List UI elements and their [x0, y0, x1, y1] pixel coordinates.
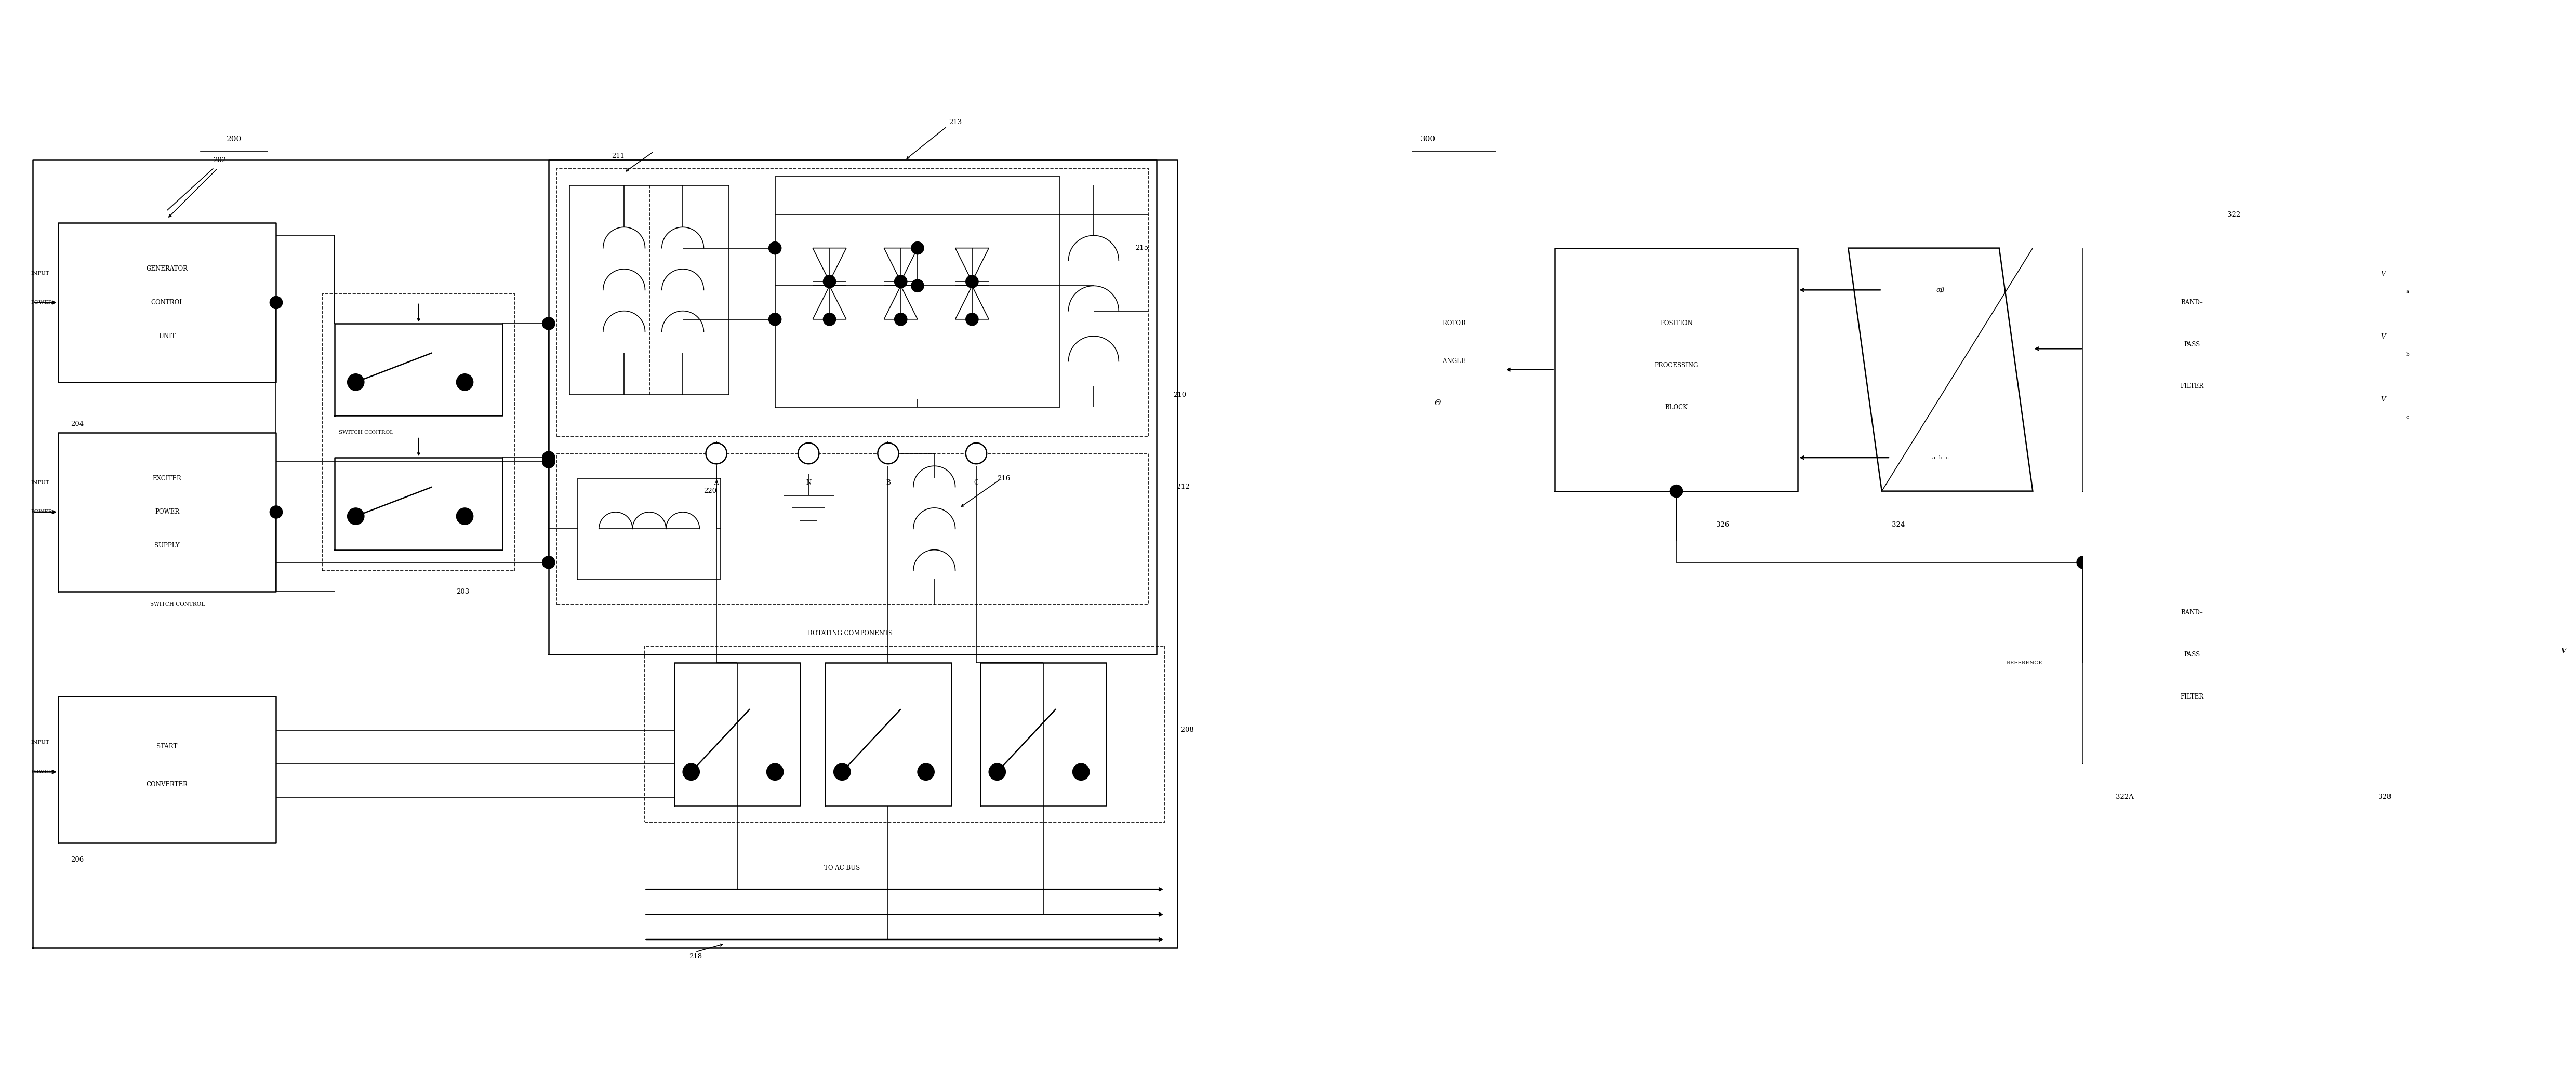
- Text: c: c: [2406, 415, 2409, 420]
- Text: B: B: [886, 479, 891, 486]
- Text: INPUT: INPUT: [31, 480, 49, 485]
- Text: 326: 326: [1716, 522, 1728, 528]
- Text: A: A: [714, 479, 719, 486]
- Circle shape: [270, 505, 283, 518]
- Text: ROTOR: ROTOR: [1443, 320, 1466, 327]
- Text: TO AC BUS: TO AC BUS: [824, 865, 860, 872]
- Text: 300: 300: [1419, 136, 1435, 142]
- Text: POWER: POWER: [31, 300, 52, 304]
- Circle shape: [768, 241, 781, 254]
- Circle shape: [456, 508, 474, 525]
- Text: SWITCH CONTROL: SWITCH CONTROL: [149, 602, 206, 607]
- Text: αβ: αβ: [1937, 287, 1945, 293]
- Text: POWER: POWER: [31, 510, 52, 514]
- Text: V: V: [2380, 271, 2385, 277]
- Text: b: b: [2406, 352, 2409, 357]
- Circle shape: [824, 275, 835, 288]
- Circle shape: [768, 313, 781, 326]
- Text: 216: 216: [997, 475, 1010, 482]
- Text: FILTER: FILTER: [2179, 694, 2202, 700]
- Circle shape: [878, 442, 899, 464]
- Text: V: V: [2561, 648, 2566, 654]
- Text: 200: 200: [227, 136, 242, 142]
- Text: Θ: Θ: [1435, 400, 1440, 407]
- Text: 322: 322: [2228, 211, 2241, 217]
- Text: 204: 204: [70, 421, 85, 427]
- Circle shape: [2076, 557, 2089, 569]
- Text: –212: –212: [1172, 484, 1190, 490]
- Circle shape: [1669, 485, 1682, 498]
- Circle shape: [835, 763, 850, 780]
- Text: 203: 203: [456, 588, 469, 595]
- Text: CONVERTER: CONVERTER: [147, 782, 188, 788]
- Text: GENERATOR: GENERATOR: [147, 265, 188, 273]
- Text: N: N: [806, 479, 811, 486]
- Circle shape: [912, 241, 925, 254]
- Text: 215: 215: [1136, 245, 1149, 251]
- Text: V: V: [2380, 397, 2385, 403]
- Circle shape: [706, 442, 726, 464]
- Circle shape: [912, 279, 925, 292]
- Text: a: a: [2406, 289, 2409, 295]
- Text: PASS: PASS: [2184, 651, 2200, 658]
- Text: 211: 211: [611, 152, 623, 159]
- Circle shape: [768, 763, 783, 780]
- Circle shape: [1072, 763, 1090, 780]
- Text: ROTATING COMPONENTS: ROTATING COMPONENTS: [809, 630, 894, 637]
- Circle shape: [989, 763, 1005, 780]
- Text: a  b  c: a b c: [1932, 455, 1947, 460]
- Circle shape: [894, 313, 907, 326]
- Text: 213: 213: [948, 118, 961, 126]
- Text: POWER: POWER: [155, 509, 180, 515]
- Text: EXCITER: EXCITER: [152, 475, 183, 482]
- Circle shape: [544, 317, 554, 329]
- Circle shape: [456, 374, 474, 390]
- Text: 210: 210: [1172, 391, 1188, 398]
- Text: 324: 324: [1891, 522, 1906, 528]
- Circle shape: [894, 275, 907, 288]
- Text: 202: 202: [214, 157, 227, 163]
- Text: POWER: POWER: [31, 770, 52, 774]
- Text: ANGLE: ANGLE: [1443, 358, 1466, 364]
- Circle shape: [348, 374, 363, 390]
- Text: 328: 328: [2378, 794, 2391, 800]
- Circle shape: [544, 451, 554, 464]
- Text: C: C: [974, 479, 979, 486]
- Text: PROCESSING: PROCESSING: [1654, 362, 1698, 368]
- Text: SWITCH CONTROL: SWITCH CONTROL: [340, 430, 394, 435]
- Text: BAND–: BAND–: [2182, 299, 2202, 305]
- Text: FILTER: FILTER: [2179, 383, 2202, 390]
- Circle shape: [270, 297, 283, 309]
- Circle shape: [917, 763, 935, 780]
- Circle shape: [966, 313, 979, 326]
- Text: INPUT: INPUT: [31, 271, 49, 275]
- Circle shape: [544, 557, 554, 569]
- Circle shape: [966, 442, 987, 464]
- Circle shape: [799, 442, 819, 464]
- Text: BLOCK: BLOCK: [1664, 404, 1687, 411]
- Circle shape: [966, 275, 979, 288]
- Text: REFERENCE: REFERENCE: [2007, 661, 2043, 665]
- Text: V: V: [2380, 334, 2385, 340]
- Text: PASS: PASS: [2184, 341, 2200, 348]
- Text: 322A: 322A: [2115, 794, 2133, 800]
- Text: POSITION: POSITION: [1659, 320, 1692, 327]
- Circle shape: [544, 455, 554, 468]
- Text: 218: 218: [688, 953, 701, 960]
- Circle shape: [683, 763, 701, 780]
- Text: BAND–: BAND–: [2182, 610, 2202, 616]
- Text: START: START: [157, 744, 178, 750]
- Circle shape: [348, 508, 363, 525]
- Text: CONTROL: CONTROL: [152, 299, 183, 305]
- Text: 206: 206: [70, 857, 85, 863]
- Text: 220: 220: [703, 488, 716, 495]
- Circle shape: [824, 313, 835, 326]
- Text: INPUT: INPUT: [31, 740, 49, 745]
- Text: –208: –208: [1177, 726, 1193, 734]
- Text: UNIT: UNIT: [160, 333, 175, 339]
- Text: SUPPLY: SUPPLY: [155, 542, 180, 549]
